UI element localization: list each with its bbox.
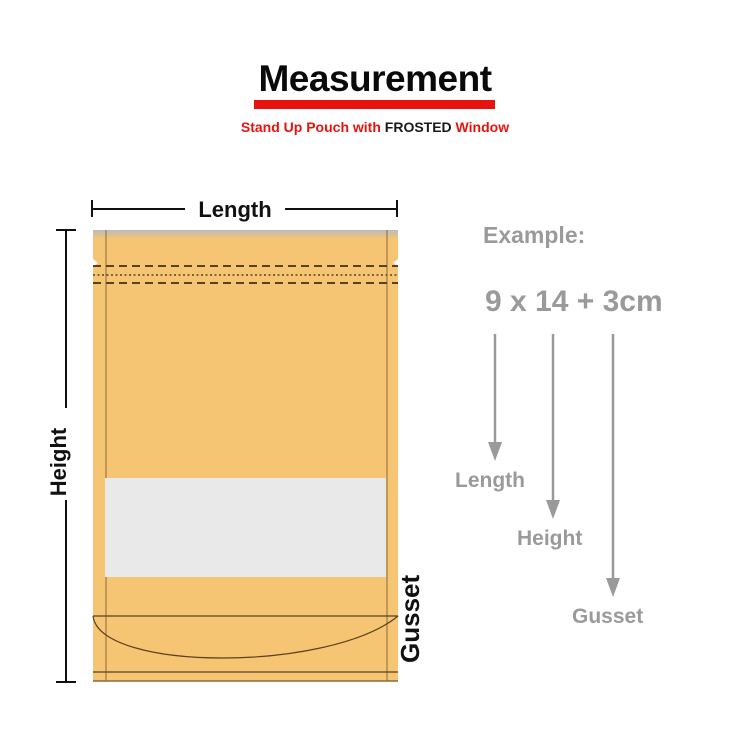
svg-text:Gusset: Gusset bbox=[572, 605, 643, 628]
svg-text:Height: Height bbox=[517, 527, 582, 550]
svg-text:Example:: Example: bbox=[483, 222, 585, 248]
svg-text:Length: Length bbox=[455, 469, 525, 492]
svg-text:Gusset: Gusset bbox=[395, 575, 425, 663]
svg-text:Height: Height bbox=[46, 427, 71, 496]
svg-text:9 x 14 + 3cm: 9 x 14 + 3cm bbox=[485, 285, 663, 318]
svg-text:Length: Length bbox=[198, 197, 271, 222]
